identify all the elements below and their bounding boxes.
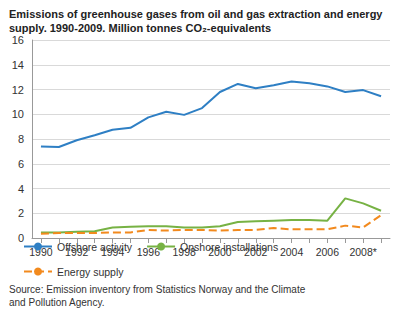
svg-text:16: 16 xyxy=(12,34,24,46)
svg-text:and Pollution Agency.: and Pollution Agency. xyxy=(9,297,104,308)
svg-text:Energy supply: Energy supply xyxy=(57,266,124,278)
svg-text:10: 10 xyxy=(12,108,24,120)
svg-text:Source: Emission inventory fro: Source: Emission inventory from Statisti… xyxy=(9,284,308,295)
svg-text:1996: 1996 xyxy=(136,245,160,258)
svg-text:12: 12 xyxy=(12,84,24,96)
svg-text:2006: 2006 xyxy=(316,246,340,258)
svg-text:1990: 1990 xyxy=(29,245,53,258)
svg-text:2: 2 xyxy=(18,207,24,219)
svg-text:2004: 2004 xyxy=(280,246,304,258)
svg-text:6: 6 xyxy=(18,158,24,170)
svg-text:Emissions of greenhouse gases: Emissions of greenhouse gases from oil a… xyxy=(9,8,386,20)
svg-text:14: 14 xyxy=(12,59,24,71)
svg-text:supply. 1990-2009. Million ton: supply. 1990-2009. Million tonnes CO₂-eq… xyxy=(9,22,271,34)
svg-text:2008*: 2008* xyxy=(349,246,376,258)
svg-text:8: 8 xyxy=(18,133,24,145)
svg-text:Offshore activity: Offshore activity xyxy=(57,241,133,253)
svg-text:Onshore installations: Onshore installations xyxy=(180,241,278,253)
svg-text:4: 4 xyxy=(18,183,24,195)
svg-text:0: 0 xyxy=(18,232,24,244)
